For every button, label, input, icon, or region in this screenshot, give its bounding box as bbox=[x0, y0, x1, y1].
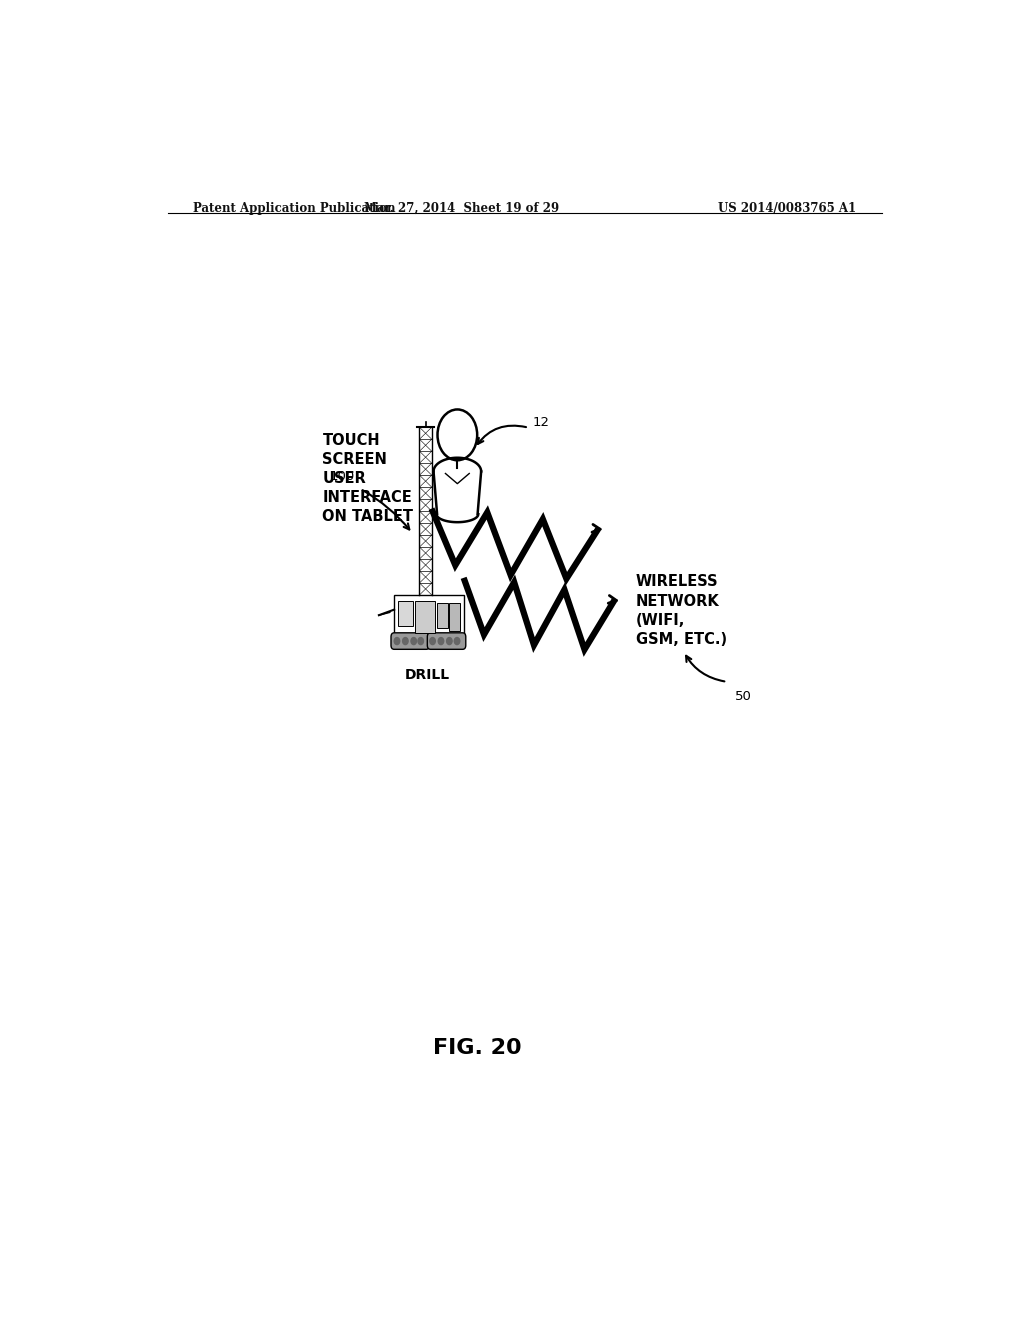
Text: Mar. 27, 2014  Sheet 19 of 29: Mar. 27, 2014 Sheet 19 of 29 bbox=[364, 202, 559, 215]
Circle shape bbox=[402, 638, 409, 644]
Text: FIG. 20: FIG. 20 bbox=[433, 1038, 521, 1057]
Bar bbox=[397, 601, 413, 627]
Text: 100: 100 bbox=[330, 470, 355, 483]
Circle shape bbox=[438, 638, 443, 644]
Bar bbox=[437, 603, 447, 628]
Text: Patent Application Publication: Patent Application Publication bbox=[194, 202, 395, 215]
Bar bbox=[394, 595, 464, 636]
Text: TOUCH
SCREEN
USER
INTERFACE
ON TABLET: TOUCH SCREEN USER INTERFACE ON TABLET bbox=[323, 433, 414, 524]
Bar bbox=[415, 601, 434, 632]
Text: 50: 50 bbox=[735, 690, 752, 704]
Circle shape bbox=[411, 638, 417, 644]
FancyBboxPatch shape bbox=[391, 632, 429, 649]
Circle shape bbox=[394, 638, 399, 644]
Circle shape bbox=[455, 638, 460, 644]
FancyBboxPatch shape bbox=[427, 632, 466, 649]
Circle shape bbox=[418, 638, 424, 644]
Circle shape bbox=[446, 638, 452, 644]
Circle shape bbox=[430, 638, 435, 644]
Text: WIRELESS
NETWORK
(WIFI,
GSM, ETC.): WIRELESS NETWORK (WIFI, GSM, ETC.) bbox=[636, 574, 727, 647]
Text: DRILL: DRILL bbox=[406, 668, 451, 681]
Text: US 2014/0083765 A1: US 2014/0083765 A1 bbox=[719, 202, 856, 215]
Bar bbox=[449, 603, 460, 631]
Text: 12: 12 bbox=[532, 416, 550, 429]
